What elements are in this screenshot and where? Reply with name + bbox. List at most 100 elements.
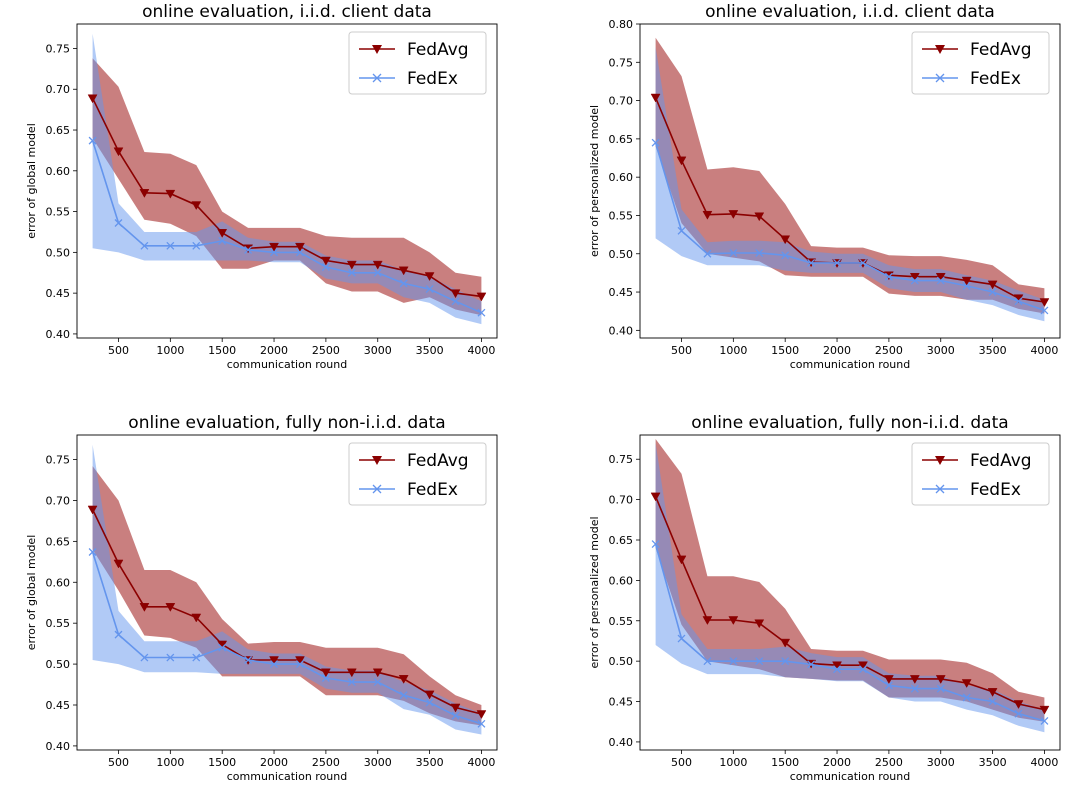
data-point-fedex (1014, 297, 1023, 306)
y-tick-label: 0.55 (609, 615, 634, 628)
data-point-fedex (781, 251, 790, 260)
y-tick-label: 0.40 (609, 324, 634, 337)
series-line-fedex (654, 142, 1045, 312)
data-point-fedavg (1013, 700, 1024, 709)
legend-label-fedavg: FedAvg (407, 451, 469, 471)
y-tick-label: 0.50 (46, 658, 71, 671)
data-point-fedavg (398, 266, 409, 276)
data-point-fedavg (909, 272, 920, 282)
y-tick-label: 0.40 (609, 736, 634, 749)
data-point-fedex (988, 288, 997, 297)
y-tick-label: 0.70 (609, 95, 634, 108)
x-tick-label: 2000 (823, 344, 851, 357)
legend-label-fedavg: FedAvg (970, 451, 1032, 471)
y-tick-label: 0.65 (609, 133, 634, 146)
x-tick-label: 1500 (208, 756, 236, 769)
data-point-fedex (218, 643, 227, 652)
data-point-fedavg (269, 242, 279, 252)
x-tick-label: 500 (671, 344, 692, 357)
data-point-fedex (373, 268, 382, 277)
y-tick-label: 0.55 (46, 206, 71, 219)
data-point-fedex (425, 285, 434, 294)
legend-label-fedex: FedEx (407, 69, 458, 89)
chart-title: online evaluation, fully non-i.i.d. data (691, 413, 1008, 433)
y-tick-label: 0.60 (609, 171, 634, 184)
x-tick-label: 3000 (927, 344, 955, 357)
data-point-fedex (807, 660, 816, 669)
data-point-fedavg (650, 93, 661, 103)
x-tick-label: 4000 (467, 344, 495, 357)
y-tick-label: 0.40 (46, 740, 71, 753)
chart-panel-3: online evaluation, fully non-i.i.d. data… (25, 413, 498, 783)
data-point-fedex (651, 138, 660, 147)
x-tick-label: 3000 (364, 756, 392, 769)
legend-marker-fedavg (372, 45, 382, 54)
data-point-fedex (218, 236, 227, 245)
data-point-fedavg (728, 616, 739, 625)
y-tick-label: 0.40 (46, 328, 71, 341)
chart-title: online evaluation, i.i.d. client data (705, 2, 995, 22)
x-tick-label: 500 (108, 756, 129, 769)
data-point-fedavg (346, 260, 357, 270)
series-line-fedex (91, 140, 482, 314)
data-point-fedex (729, 249, 738, 257)
series-line-fedex (91, 551, 482, 725)
legend: FedAvg FedEx (911, 31, 1050, 95)
data-point-fedex (166, 241, 175, 250)
data-point-fedex (373, 678, 382, 687)
data-point-fedex (321, 674, 330, 682)
band-fedavg (92, 58, 482, 316)
chart-title: online evaluation, i.i.d. client data (142, 2, 432, 22)
data-point-fedex (244, 656, 253, 664)
data-point-fedavg (987, 280, 998, 290)
x-tick-label: 3500 (979, 344, 1007, 357)
x-axis-label: communication round (227, 358, 348, 371)
data-point-fedavg (372, 668, 383, 678)
x-tick-label: 2000 (823, 756, 851, 769)
data-point-fedavg (728, 210, 739, 219)
series-line-fedavg (91, 97, 482, 298)
data-point-fedex (651, 540, 660, 548)
x-tick-label: 4000 (1030, 344, 1058, 357)
data-point-fedavg (702, 616, 713, 625)
data-point-fedavg (676, 156, 687, 166)
data-point-fedavg (346, 668, 357, 678)
x-tick-label: 1500 (771, 756, 799, 769)
data-point-fedex (1040, 716, 1049, 725)
legend-marker-fedavg (935, 45, 945, 54)
data-point-fedavg (450, 289, 461, 299)
data-point-fedavg (113, 147, 124, 157)
data-point-fedex (936, 684, 945, 693)
data-point-fedavg (424, 272, 435, 282)
data-point-fedex (347, 268, 356, 277)
data-point-fedex (859, 258, 867, 267)
x-tick-label: 4000 (1030, 756, 1058, 769)
chart-panel-1: online evaluation, i.i.d. client data 500… (25, 2, 498, 371)
x-tick-label: 2500 (312, 344, 340, 357)
data-point-fedavg (476, 292, 487, 302)
data-point-fedex (140, 653, 149, 662)
data-point-fedavg (87, 94, 98, 104)
data-point-fedavg (780, 638, 791, 648)
data-point-fedavg (320, 256, 331, 266)
legend: FedAvg FedEx (348, 442, 487, 506)
x-tick-label: 500 (671, 756, 692, 769)
data-point-fedex (347, 678, 356, 687)
x-tick-label: 2000 (260, 756, 288, 769)
data-point-fedavg (139, 189, 150, 198)
y-tick-label: 0.65 (46, 535, 71, 548)
data-point-fedavg (476, 710, 487, 720)
x-tick-label: 2000 (260, 344, 288, 357)
data-point-fedex (988, 697, 997, 706)
data-point-fedavg (987, 688, 998, 697)
x-tick-label: 2500 (875, 344, 903, 357)
band-fedavg (92, 466, 482, 726)
data-point-fedavg (961, 276, 972, 286)
data-point-fedex (884, 681, 893, 690)
data-point-fedavg (935, 675, 946, 684)
legend-marker-fedex (935, 73, 945, 83)
data-point-fedex (703, 249, 712, 258)
y-tick-label: 0.55 (609, 209, 634, 222)
legend-label-fedex: FedEx (970, 480, 1021, 500)
